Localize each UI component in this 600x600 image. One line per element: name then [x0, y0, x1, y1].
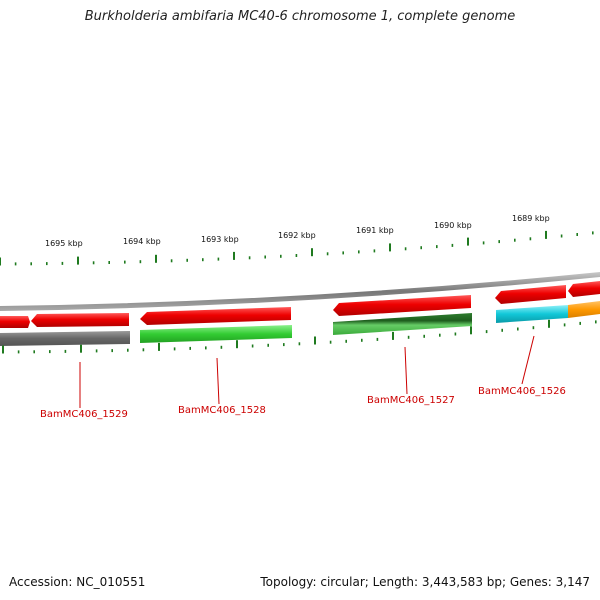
gene-label[interactable]: BamMC406_1528 — [178, 405, 266, 416]
kbp-label: 1689 kbp — [512, 214, 550, 223]
gene-arrow[interactable] — [140, 307, 291, 325]
gene-leader-line — [404, 346, 408, 395]
gene-arrow[interactable] — [0, 316, 30, 328]
gene-label[interactable]: BamMC406_1527 — [367, 395, 455, 406]
kbp-label: 1695 kbp — [45, 239, 83, 248]
genome-backbone — [0, 272, 600, 311]
genome-info-text: Topology: circular; Length: 3,443,583 bp… — [260, 575, 590, 589]
kbp-label: 1694 kbp — [123, 237, 161, 246]
gene-label[interactable]: BamMC406_1529 — [40, 409, 128, 420]
gene-block[interactable] — [568, 301, 600, 318]
gene-arrow[interactable] — [333, 295, 471, 316]
gene-arrow[interactable] — [495, 285, 566, 304]
kbp-scale — [0, 230, 594, 266]
gene-block[interactable] — [140, 325, 292, 343]
reverse-strand-features — [0, 301, 600, 346]
gene-leader-line — [216, 357, 220, 405]
kbp-label: 1691 kbp — [356, 226, 394, 235]
gene-label[interactable]: BamMC406_1526 — [478, 386, 566, 397]
inner-scale — [2, 319, 597, 354]
gene-leader-line — [521, 335, 535, 385]
gene-block[interactable] — [496, 305, 568, 323]
gene-block[interactable] — [0, 331, 130, 346]
forward-strand-features — [0, 281, 600, 328]
gene-leaders — [79, 335, 535, 408]
kbp-label: 1692 kbp — [278, 231, 316, 240]
kbp-label: 1693 kbp — [201, 235, 239, 244]
genome-title: Burkholderia ambifaria MC40-6 chromosome… — [84, 9, 516, 24]
gene-block[interactable] — [333, 313, 472, 335]
kbp-label: 1690 kbp — [434, 221, 472, 230]
gene-arrow[interactable] — [568, 281, 600, 297]
gene-arrow[interactable] — [31, 313, 129, 327]
accession-text: Accession: NC_010551 — [9, 575, 146, 589]
